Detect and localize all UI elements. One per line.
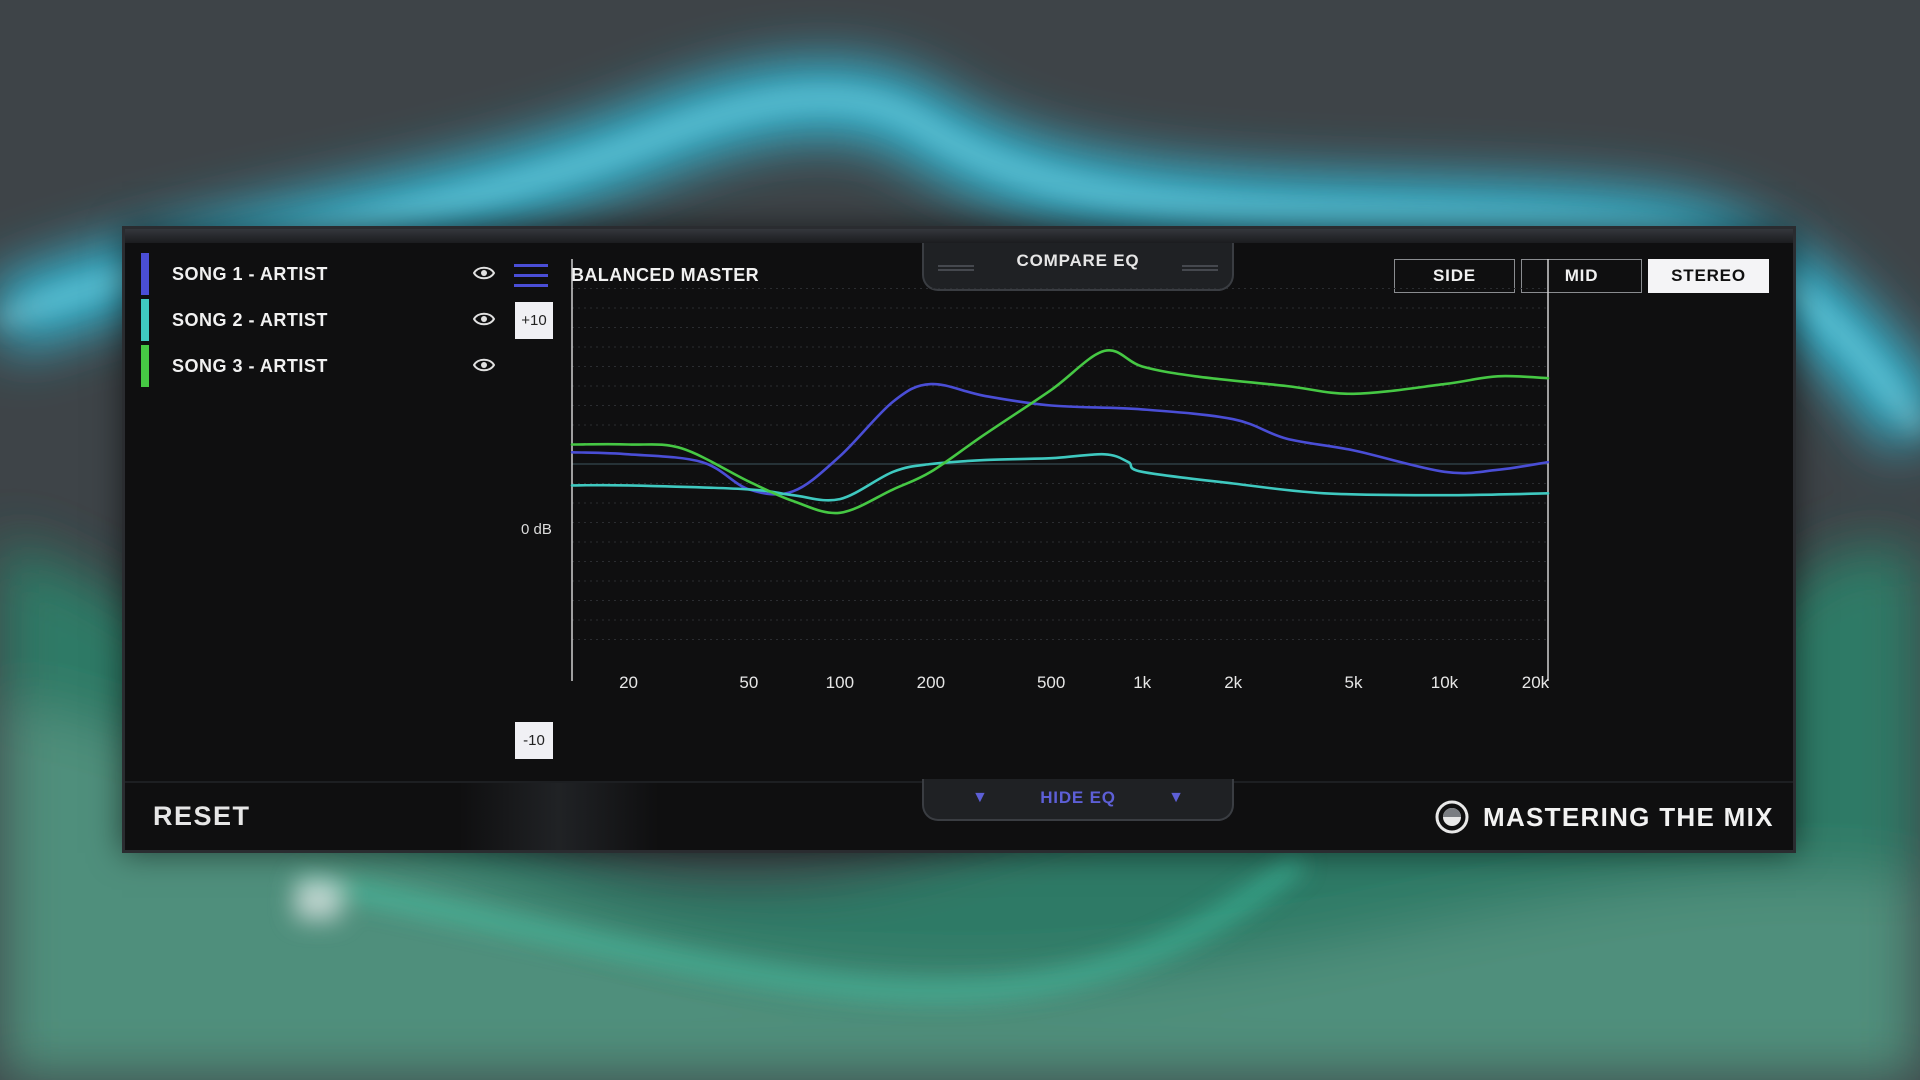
x-tick-label: 10k [1431,673,1459,692]
x-tick-label: 500 [1037,673,1065,692]
song-label: SONG 2 - ARTIST [172,309,328,330]
mode-mid-button[interactable]: MID [1521,259,1642,293]
db-zero-label: 0 dB [521,521,552,538]
x-tick-label: 1k [1133,673,1151,692]
song-row-3[interactable]: SONG 3 - ARTIST [141,343,495,389]
hide-eq-tab[interactable]: ▼ HIDE EQ ▼ [922,779,1234,821]
arrow-down-icon: ▼ [972,789,988,806]
song-row-1[interactable]: SONG 1 - ARTIST [141,251,495,297]
x-tick-label: 20k [1522,673,1550,692]
song-color-swatch [141,299,149,341]
eq-curve-song-3 [570,348,1550,515]
preset-name[interactable]: BALANCED MASTER [571,265,759,285]
brand-name: MASTERING THE MIX [1483,802,1774,832]
arrow-down-icon: ▼ [1168,789,1184,806]
eq-graph: 20 50 100 200 500 1k 2k 5k 10k 20k [570,259,1550,692]
song-label: SONG 1 - ARTIST [172,263,328,284]
eye-icon[interactable] [473,264,495,282]
grip-icon [938,265,974,271]
x-tick-label: 20 [619,673,638,692]
reset-button[interactable]: RESET [153,801,251,831]
grip-icon [1182,265,1218,271]
eq-compare-panel: SONG 1 - ARTIST SONG 2 - ARTIST SONG 3 -… [122,226,1796,853]
x-tick-label: 5k [1344,673,1362,692]
x-tick-label: 100 [826,673,854,692]
db-range-min-button[interactable]: -10 [515,722,553,759]
song-color-swatch [141,253,149,295]
song-list: SONG 1 - ARTIST SONG 2 - ARTIST SONG 3 -… [141,251,495,389]
song-color-swatch [141,345,149,387]
mastering-the-mix-logo-icon [1435,800,1469,834]
compare-eq-tab[interactable]: COMPARE EQ [922,243,1234,291]
db-range-max-button[interactable]: +10 [515,302,553,339]
song-label: SONG 3 - ARTIST [172,355,328,376]
song-row-2[interactable]: SONG 2 - ARTIST [141,297,495,343]
hamburger-menu-icon[interactable] [514,264,548,290]
panel-top-rim [125,229,1793,243]
x-tick-label: 50 [739,673,758,692]
eq-curve-song-1 [570,382,1550,496]
eye-icon[interactable] [473,356,495,374]
x-tick-label: 2k [1224,673,1242,692]
mode-side-button[interactable]: SIDE [1394,259,1515,293]
eye-icon[interactable] [473,310,495,328]
compare-eq-label: COMPARE EQ [1016,251,1140,270]
mode-stereo-button[interactable]: STEREO [1648,259,1769,293]
x-tick-label: 200 [917,673,945,692]
hide-eq-label: HIDE EQ [1040,788,1116,807]
